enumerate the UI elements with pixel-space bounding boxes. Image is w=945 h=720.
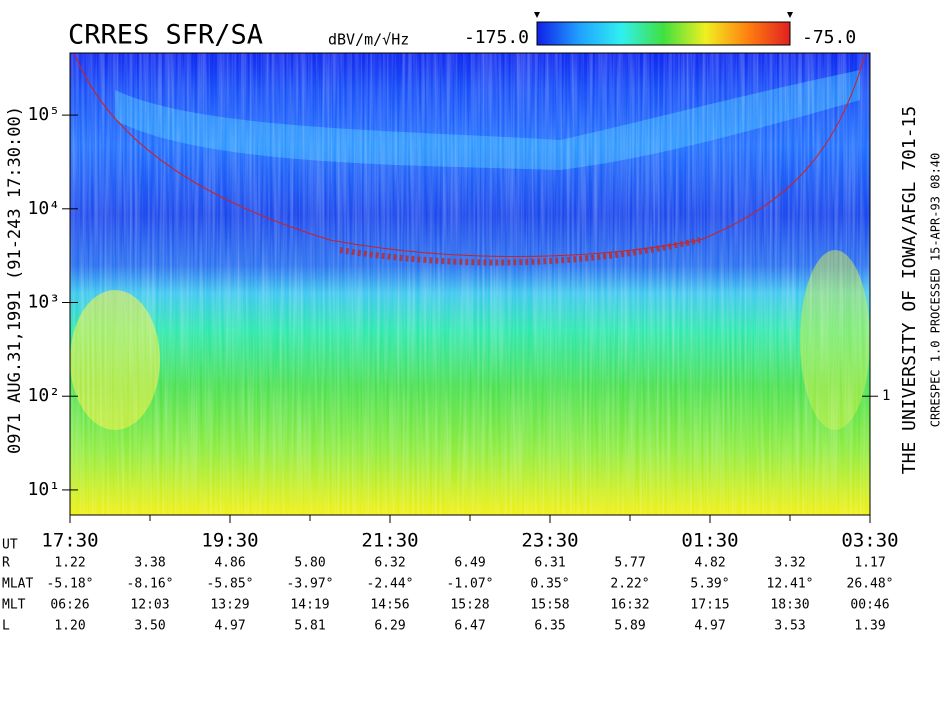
ephemeris-value: 6.35 [534, 619, 565, 634]
ephemeris-row-label: MLAT [2, 577, 33, 592]
ephemeris-value: 1.20 [54, 619, 85, 634]
ephemeris-value: 12:03 [130, 598, 169, 613]
ephemeris-row-label: R [2, 556, 10, 571]
ephemeris-value: 6.32 [374, 556, 405, 571]
chart-title: CRRES SFR/SA [68, 20, 263, 51]
right-label: THE UNIVERSITY OF IOWA/AFGL 701-15 [899, 106, 920, 474]
x-tick-label: 19:30 [201, 530, 258, 552]
x-tick-label: 01:30 [681, 530, 738, 552]
ephemeris-value: 14:56 [370, 598, 409, 613]
ephemeris-value: 06:26 [50, 598, 89, 613]
ephemeris-value: 5.81 [294, 619, 325, 634]
colorbar-unit: dBV/m/√Hz [328, 31, 409, 49]
ephemeris-value: 12.41° [767, 577, 814, 592]
ephemeris-value: -3.97° [287, 577, 334, 592]
ephemeris-value: 14:19 [290, 598, 329, 613]
ephemeris-value: 2.22° [610, 577, 649, 592]
ephemeris-value: 5.89 [614, 619, 645, 634]
colorbar-tick-label: -75.0 [802, 27, 856, 48]
x-tick-label: 03:30 [841, 530, 898, 552]
ephemeris-value: 1.39 [854, 619, 885, 634]
ephemeris-value: -8.16° [127, 577, 174, 592]
ephemeris-value: 1.17 [854, 556, 885, 571]
ephemeris-value: 1.22 [54, 556, 85, 571]
x-tick-label: 23:30 [521, 530, 578, 552]
colorbar [536, 21, 791, 46]
y-tick-label: 10⁵ [27, 104, 60, 125]
plasma-line [74, 54, 866, 257]
ephemeris-value: -5.18° [47, 577, 94, 592]
ephemeris-value: -5.85° [207, 577, 254, 592]
x-tick-label: 17:30 [41, 530, 98, 552]
right-label-2: CRRESPEC 1.0 PROCESSED 15-APR-93 08:40 [929, 153, 943, 428]
ephemeris-value: 0.35° [530, 577, 569, 592]
colorbar-tick [534, 12, 540, 18]
colorbar-tick [787, 12, 793, 18]
ephemeris-value: 6.49 [454, 556, 485, 571]
ephemeris-value: 3.50 [134, 619, 165, 634]
ephemeris-value: 4.97 [694, 619, 725, 634]
ephemeris-value: 4.86 [214, 556, 245, 571]
ephemeris-row-label: L [2, 619, 10, 634]
y-tick-label: 10³ [27, 292, 60, 313]
x-axis-label: UT [2, 538, 18, 553]
ephemeris-value: 3.38 [134, 556, 165, 571]
ephemeris-value: 6.29 [374, 619, 405, 634]
ephemeris-value: 5.80 [294, 556, 325, 571]
ephemeris-value: 3.53 [774, 619, 805, 634]
colorbar-tick-label: -175.0 [464, 27, 529, 48]
spectrogram [69, 52, 871, 516]
y-tick-label: 10¹ [27, 479, 60, 500]
ephemeris-value: 18:30 [770, 598, 809, 613]
ephemeris-value: 26.48° [847, 577, 894, 592]
ephemeris-value: 13:29 [210, 598, 249, 613]
left-label: 0971 AUG.31,1991 (91-243 17:30:00) [5, 106, 25, 454]
ephemeris-value: -2.44° [367, 577, 414, 592]
ephemeris-value: 4.97 [214, 619, 245, 634]
ephemeris-value: 3.32 [774, 556, 805, 571]
ephemeris-value: -1.07° [447, 577, 494, 592]
ephemeris-value: 4.82 [694, 556, 725, 571]
ephemeris-value: 16:32 [610, 598, 649, 613]
y-tick-label: 10² [27, 385, 60, 406]
ephemeris-value: 6.31 [534, 556, 565, 571]
ephemeris-value: 17:15 [690, 598, 729, 613]
y2-tick-label: 1 [882, 388, 890, 404]
ephemeris-value: 15:28 [450, 598, 489, 613]
ephemeris-value: 6.47 [454, 619, 485, 634]
plasma-line [339, 237, 701, 266]
ephemeris-value: 00:46 [850, 598, 889, 613]
spectrogram-texture [70, 53, 870, 515]
x-tick-label: 21:30 [361, 530, 418, 552]
ephemeris-value: 5.39° [690, 577, 729, 592]
ephemeris-value: 15:58 [530, 598, 569, 613]
ephemeris-value: 5.77 [614, 556, 645, 571]
ephemeris-row-label: MLT [2, 598, 26, 613]
y-tick-label: 10⁴ [27, 198, 60, 219]
